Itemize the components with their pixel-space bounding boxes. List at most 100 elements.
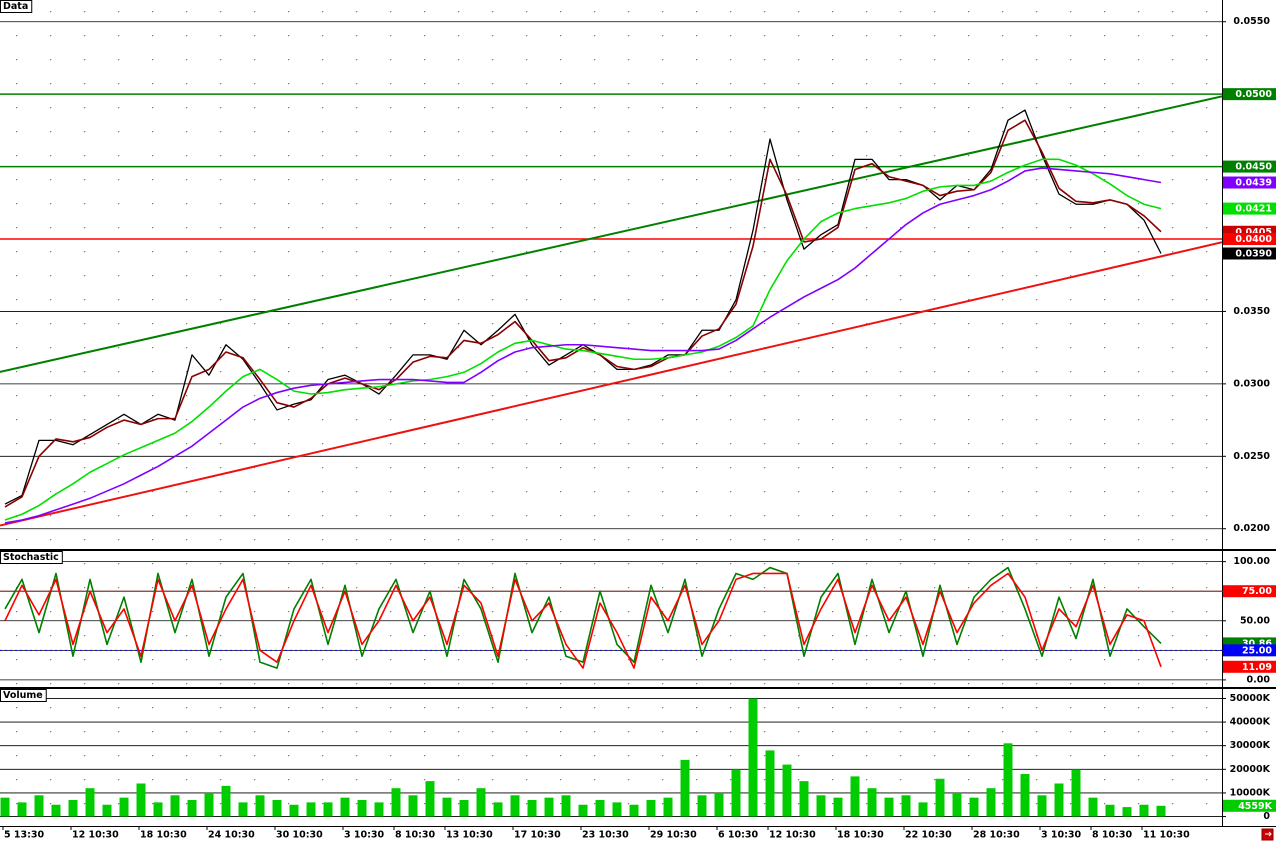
volume-bar	[340, 797, 350, 817]
volume-bar	[782, 764, 792, 817]
y-tick-label: 0.0350	[1233, 306, 1270, 317]
price-marker	[1223, 247, 1276, 260]
volume-bar	[68, 800, 78, 817]
x-tick-label: 6 10:30	[718, 830, 759, 841]
x-tick-label: 22 10:30	[905, 830, 952, 841]
volume-bar	[255, 795, 265, 817]
x-tick-label: 18 10:30	[140, 830, 187, 841]
volume-bar	[187, 800, 197, 817]
volume-bar	[918, 802, 928, 817]
price-marker	[1223, 202, 1276, 215]
volume-bar	[85, 788, 95, 817]
volume-bar	[204, 792, 214, 817]
y-tick-label: 40000K	[1230, 717, 1271, 728]
volume-bar	[289, 804, 299, 817]
volume-bar	[714, 792, 724, 817]
price-marker	[1223, 160, 1276, 173]
dot-grid	[0, 0, 1222, 826]
volume-bar	[578, 804, 588, 817]
price-marker	[1223, 176, 1276, 189]
volume-bar	[153, 802, 163, 817]
volume-bar	[799, 781, 809, 817]
series-line	[4, 167, 1162, 524]
pane-title-box	[0, 551, 63, 564]
volume-bar	[374, 802, 384, 817]
volume-bar	[629, 804, 639, 817]
y-tick-label: 100.00	[1233, 556, 1270, 567]
volume-bar	[323, 802, 333, 817]
price-marker	[1223, 585, 1276, 598]
volume-bar	[221, 785, 231, 817]
volume-bar	[238, 802, 248, 817]
volume-bar	[612, 802, 622, 817]
price-marker-label: 0.0450	[1235, 162, 1272, 173]
x-tick-label: 12 10:30	[72, 830, 119, 841]
volume-bar	[544, 797, 554, 817]
volume-bar	[1139, 804, 1149, 817]
volume-bar	[425, 781, 435, 817]
volume-bar	[306, 802, 316, 817]
x-tick-label: 23 10:30	[582, 830, 629, 841]
volume-bar	[272, 800, 282, 817]
volume-bar	[867, 788, 877, 817]
x-tick-label: 18 10:30	[837, 830, 884, 841]
price-marker-label: 75.00	[1242, 586, 1272, 597]
y-tick-label: 0	[1263, 811, 1270, 822]
y-tick-label: 50.00	[1240, 615, 1270, 626]
x-tick-label: 17 10:30	[514, 830, 561, 841]
y-tick-label: 0.0250	[1233, 451, 1270, 462]
pane-plot	[0, 561, 1222, 681]
pane-title: Stochastic	[3, 552, 59, 563]
volume-bar	[1122, 807, 1132, 817]
volume-bar	[935, 778, 945, 817]
x-tick-label: 11 10:30	[1143, 830, 1190, 841]
pane-title-box	[0, 0, 33, 13]
volume-bar	[850, 776, 860, 817]
volume-bar	[680, 759, 690, 817]
x-tick-label: 28 10:30	[973, 830, 1020, 841]
y-tick-label: 0.0300	[1233, 378, 1270, 389]
x-tick-label: 13 10:30	[446, 830, 493, 841]
x-tick-label: 12 10:30	[769, 830, 816, 841]
volume-bar	[476, 788, 486, 817]
price-marker-label: 11.09	[1242, 662, 1272, 673]
y-tick-label: 0.00	[1247, 674, 1271, 685]
volume-bar	[1088, 797, 1098, 817]
volume-bar	[51, 804, 61, 817]
volume-bar	[731, 769, 741, 817]
volume-bar	[136, 783, 146, 817]
volume-bar	[493, 802, 503, 817]
volume-bar	[391, 788, 401, 817]
volume-bar	[952, 792, 962, 817]
volume-bar	[119, 797, 129, 817]
y-tick-label: 0.0550	[1233, 16, 1270, 27]
series-line	[4, 572, 1162, 669]
volume-bar	[1105, 804, 1115, 817]
price-marker	[1223, 799, 1276, 812]
price-marker-label: 0.0500	[1235, 89, 1272, 100]
price-marker	[1223, 644, 1276, 657]
volume-bar	[969, 797, 979, 817]
price-marker-label: 0.0405	[1235, 227, 1272, 238]
pane-plot	[0, 21, 1222, 530]
volume-bar	[1156, 805, 1166, 817]
volume-bar	[816, 795, 826, 817]
volume-bar	[1003, 743, 1013, 817]
x-tick-label: 30 10:30	[276, 830, 323, 841]
pane-title: Volume	[3, 690, 43, 701]
price-marker-label: 0.0390	[1235, 248, 1272, 259]
volume-bar	[357, 800, 367, 817]
pane-title-box	[0, 689, 47, 702]
price-marker-label: 0.0400	[1235, 234, 1272, 245]
y-tick-label: 30000K	[1230, 740, 1271, 751]
price-marker	[1223, 88, 1276, 101]
volume-bar	[17, 802, 27, 817]
x-tick-label: 24 10:30	[208, 830, 255, 841]
price-marker	[1223, 233, 1276, 246]
volume-bar	[1037, 795, 1047, 817]
volume-bar	[0, 797, 10, 817]
volume-bar	[595, 800, 605, 817]
price-marker-label: 30.86	[1242, 638, 1272, 649]
